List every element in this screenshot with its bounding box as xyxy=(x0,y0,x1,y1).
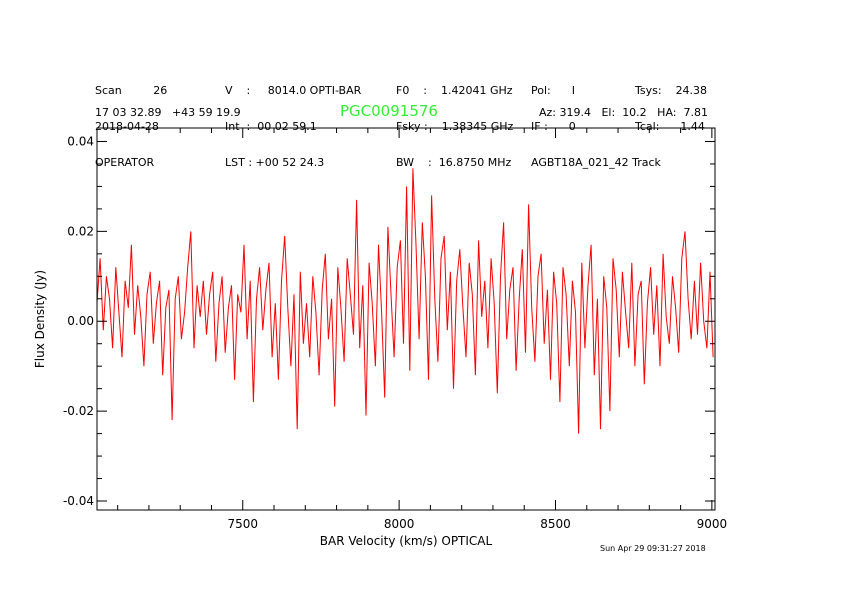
source-name: PGC0091576 xyxy=(340,102,438,120)
tcal-label: Tcal: 1.44 xyxy=(635,120,705,133)
y-tick-label: 0.04 xyxy=(67,134,94,148)
scan-label: Scan 26 xyxy=(95,84,168,97)
x-tick-label: 8500 xyxy=(540,517,571,531)
x-tick-label: 9000 xyxy=(697,517,728,531)
bw-label: BW : 16.8750 MHz xyxy=(396,156,512,169)
header-col2: V : 8014.0 OPTI-BAR Int : 00 02 59.1 LST… xyxy=(225,61,361,181)
timestamp-label: Sun Apr 29 09:31:27 2018 xyxy=(600,544,706,553)
fsky-label: Fsky : 1.38345 GHz xyxy=(396,120,514,133)
observer-label: OPERATOR xyxy=(95,156,155,169)
y-tick-label: 0.02 xyxy=(67,224,94,238)
plot-frame xyxy=(96,127,716,511)
y-tick-label: -0.02 xyxy=(63,404,94,418)
header-col4: Pol: I IF : 0 AGBT18A_021_42 Track xyxy=(531,61,661,181)
velocity-label: V : 8014.0 OPTI-BAR xyxy=(225,84,362,97)
header-col1: Scan 26 2018-04-28 OPERATOR xyxy=(95,61,167,181)
x-tick-label: 7500 xyxy=(227,517,258,531)
spectrum-line xyxy=(96,168,714,434)
header-col3: F0 : 1.42041 GHz Fsky : 1.38345 GHz BW :… xyxy=(396,61,513,181)
x-tick-label: 8000 xyxy=(384,517,415,531)
y-tick-label: 0.00 xyxy=(67,314,94,328)
project-label: AGBT18A_021_42 Track xyxy=(531,156,661,169)
lst-label: LST : +00 52 24.3 xyxy=(225,156,325,169)
header-col5: Tsys: 24.38 Tcal: 1.44 xyxy=(635,61,707,145)
tsys-label: Tsys: 24.38 xyxy=(635,84,708,97)
f0-label: F0 : 1.42041 GHz xyxy=(396,84,513,97)
y-tick-label: -0.04 xyxy=(63,494,94,508)
x-axis-label: BAR Velocity (km/s) OPTICAL xyxy=(320,534,493,548)
azel-label: Az: 319.4 El: 10.2 HA: 7.81 xyxy=(539,106,708,119)
date-label: 2018-04-28 xyxy=(95,120,159,133)
pol-label: Pol: I xyxy=(531,84,575,97)
coords-label: 17 03 32.89 +43 59 19.9 xyxy=(95,106,241,119)
int-label: Int : 00 02 59.1 xyxy=(225,120,317,133)
if-label: IF : 0 xyxy=(531,120,576,133)
y-axis-label: Flux Density (Jy) xyxy=(33,270,47,368)
